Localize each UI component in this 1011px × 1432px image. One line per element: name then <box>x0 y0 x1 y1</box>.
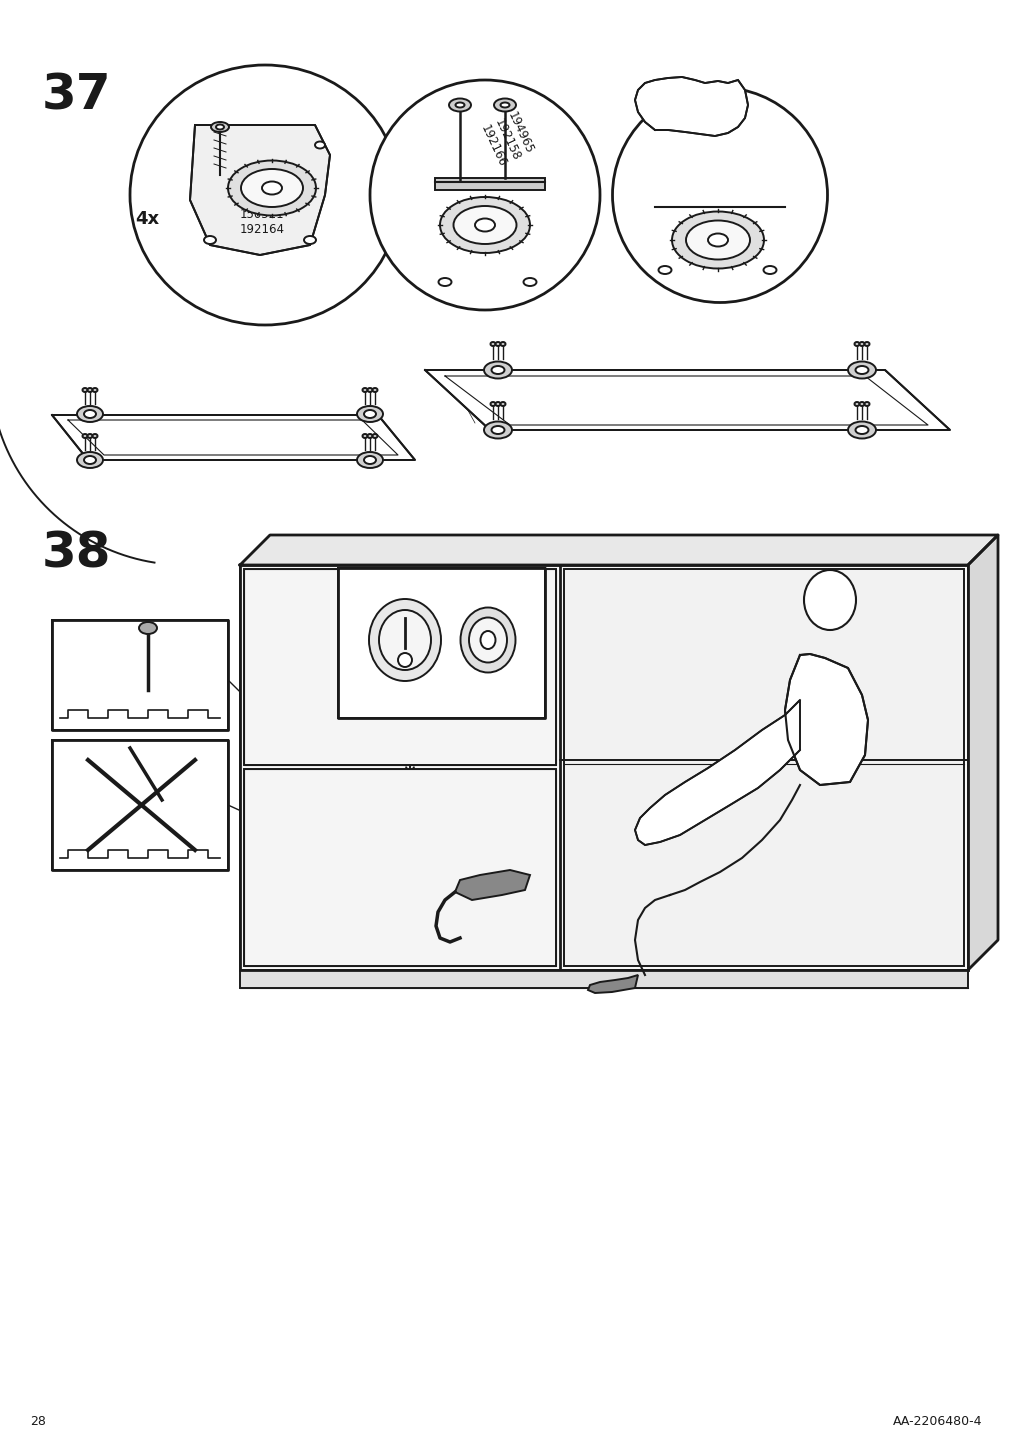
Ellipse shape <box>460 607 515 673</box>
Polygon shape <box>968 536 997 969</box>
Ellipse shape <box>83 434 87 438</box>
Ellipse shape <box>858 402 863 407</box>
Ellipse shape <box>480 632 495 649</box>
Ellipse shape <box>523 278 536 286</box>
Ellipse shape <box>87 434 92 438</box>
Ellipse shape <box>449 99 470 112</box>
Ellipse shape <box>863 342 868 347</box>
Ellipse shape <box>500 402 506 407</box>
Ellipse shape <box>847 361 876 378</box>
Polygon shape <box>240 536 997 566</box>
Ellipse shape <box>77 407 103 422</box>
Ellipse shape <box>364 455 376 464</box>
Ellipse shape <box>671 212 763 269</box>
Ellipse shape <box>455 103 464 107</box>
Ellipse shape <box>483 361 512 378</box>
Ellipse shape <box>215 125 223 129</box>
Ellipse shape <box>92 388 97 392</box>
Ellipse shape <box>490 342 495 347</box>
Text: 194965
192158
192166: 194965 192158 192166 <box>477 110 536 169</box>
Ellipse shape <box>227 160 315 215</box>
Ellipse shape <box>77 453 103 468</box>
Polygon shape <box>587 975 637 992</box>
Polygon shape <box>338 569 545 717</box>
Polygon shape <box>634 77 747 136</box>
Polygon shape <box>244 569 555 765</box>
Ellipse shape <box>853 342 858 347</box>
Ellipse shape <box>303 236 315 243</box>
Ellipse shape <box>357 453 382 468</box>
Ellipse shape <box>863 402 868 407</box>
Polygon shape <box>435 178 545 190</box>
Polygon shape <box>52 740 227 871</box>
Ellipse shape <box>474 219 494 232</box>
Ellipse shape <box>370 80 600 309</box>
Polygon shape <box>52 415 415 460</box>
Ellipse shape <box>438 278 451 286</box>
Text: 38: 38 <box>42 530 111 579</box>
Ellipse shape <box>853 402 858 407</box>
Ellipse shape <box>762 266 775 274</box>
Ellipse shape <box>379 610 431 670</box>
Ellipse shape <box>490 402 495 407</box>
Ellipse shape <box>491 425 504 434</box>
Polygon shape <box>240 969 968 988</box>
Polygon shape <box>244 769 555 967</box>
Ellipse shape <box>440 198 530 253</box>
Ellipse shape <box>262 182 282 195</box>
Ellipse shape <box>483 421 512 438</box>
Polygon shape <box>190 125 330 255</box>
Ellipse shape <box>854 367 867 374</box>
Ellipse shape <box>468 617 507 663</box>
Ellipse shape <box>847 421 876 438</box>
Ellipse shape <box>803 570 855 630</box>
Text: AA-2206480-4: AA-2206480-4 <box>892 1415 981 1428</box>
Ellipse shape <box>139 621 157 634</box>
Ellipse shape <box>397 653 411 667</box>
Polygon shape <box>425 369 949 430</box>
Ellipse shape <box>129 64 399 325</box>
Ellipse shape <box>364 410 376 418</box>
Ellipse shape <box>612 87 827 302</box>
Ellipse shape <box>372 388 377 392</box>
Ellipse shape <box>87 388 92 392</box>
Ellipse shape <box>367 388 372 392</box>
Polygon shape <box>52 620 227 730</box>
Ellipse shape <box>658 266 671 274</box>
Polygon shape <box>240 566 968 969</box>
Ellipse shape <box>685 221 749 259</box>
Ellipse shape <box>92 434 97 438</box>
Ellipse shape <box>210 122 228 132</box>
Ellipse shape <box>84 410 96 418</box>
Ellipse shape <box>362 434 367 438</box>
Ellipse shape <box>204 236 215 243</box>
Polygon shape <box>563 569 963 967</box>
Ellipse shape <box>369 599 441 682</box>
Ellipse shape <box>493 99 516 112</box>
Ellipse shape <box>708 233 727 246</box>
Polygon shape <box>785 654 867 785</box>
Ellipse shape <box>854 425 867 434</box>
Text: 37: 37 <box>42 72 111 120</box>
Ellipse shape <box>241 169 302 208</box>
Text: 4x: 4x <box>134 211 159 228</box>
Ellipse shape <box>500 103 509 107</box>
Text: 194963
150521
192164: 194963 150521 192164 <box>240 193 285 236</box>
Ellipse shape <box>495 402 500 407</box>
Polygon shape <box>634 700 800 845</box>
Polygon shape <box>455 871 530 899</box>
Ellipse shape <box>858 342 863 347</box>
Ellipse shape <box>372 434 377 438</box>
Ellipse shape <box>357 407 382 422</box>
Ellipse shape <box>500 342 506 347</box>
Ellipse shape <box>362 388 367 392</box>
Ellipse shape <box>83 388 87 392</box>
Text: 28: 28 <box>30 1415 45 1428</box>
Ellipse shape <box>314 142 325 149</box>
Ellipse shape <box>491 367 504 374</box>
Ellipse shape <box>453 206 516 243</box>
Ellipse shape <box>495 342 500 347</box>
Ellipse shape <box>84 455 96 464</box>
Ellipse shape <box>367 434 372 438</box>
